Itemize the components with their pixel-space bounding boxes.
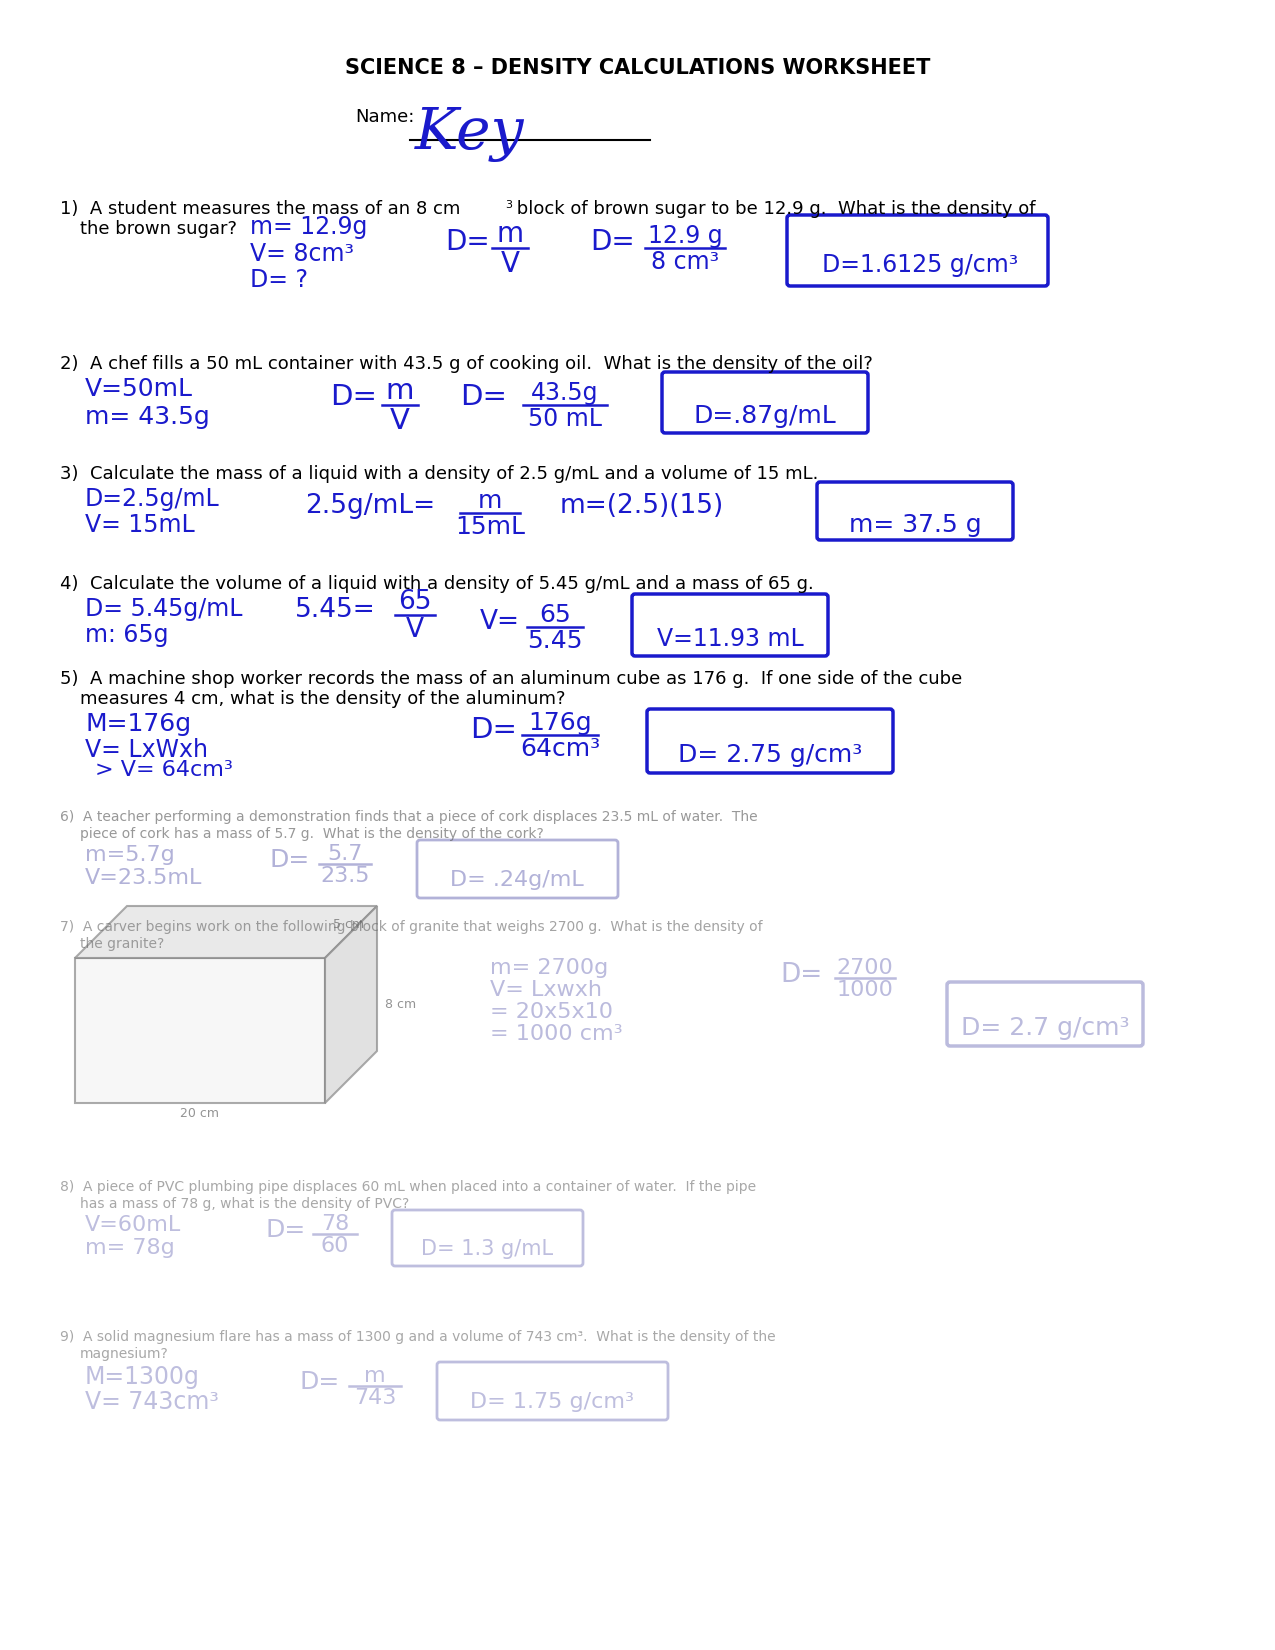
Text: 2.5g/mL=: 2.5g/mL= <box>305 493 435 520</box>
Text: m= 12.9g: m= 12.9g <box>250 214 367 239</box>
Text: D= ?: D= ? <box>250 267 309 292</box>
Text: D= 5.45g/mL: D= 5.45g/mL <box>85 597 242 620</box>
Text: D=: D= <box>780 962 822 988</box>
Text: m= 37.5 g: m= 37.5 g <box>849 513 982 536</box>
Text: 8)  A piece of PVC plumbing pipe displaces 60 mL when placed into a container of: 8) A piece of PVC plumbing pipe displace… <box>60 1180 756 1195</box>
Polygon shape <box>75 959 325 1102</box>
Text: D=: D= <box>300 1370 340 1394</box>
Text: D=2.5g/mL: D=2.5g/mL <box>85 487 219 512</box>
Text: V= 8cm³: V= 8cm³ <box>250 243 354 266</box>
Text: D= 1.75 g/cm³: D= 1.75 g/cm³ <box>470 1393 634 1412</box>
Text: V=11.93 mL: V=11.93 mL <box>657 627 803 652</box>
Text: measures 4 cm, what is the density of the aluminum?: measures 4 cm, what is the density of th… <box>80 690 566 708</box>
Text: 2700: 2700 <box>836 959 894 978</box>
Text: 5.7: 5.7 <box>328 845 362 865</box>
Text: 3: 3 <box>505 200 513 210</box>
Text: block of brown sugar to be 12.9 g.  What is the density of: block of brown sugar to be 12.9 g. What … <box>511 200 1035 218</box>
Text: 20 cm: 20 cm <box>181 1107 219 1120</box>
Text: V= 15mL: V= 15mL <box>85 513 195 536</box>
Text: D=.87g/mL: D=.87g/mL <box>694 404 836 427</box>
Text: V= LxWxh: V= LxWxh <box>85 738 208 762</box>
Text: m: m <box>496 219 524 248</box>
Text: 1)  A student measures the mass of an 8 cm: 1) A student measures the mass of an 8 c… <box>60 200 460 218</box>
Text: > V= 64cm³: > V= 64cm³ <box>96 761 233 780</box>
Text: = 1000 cm³: = 1000 cm³ <box>490 1025 622 1044</box>
Text: 743: 743 <box>353 1388 397 1407</box>
Polygon shape <box>75 906 377 959</box>
Text: 60: 60 <box>321 1236 349 1256</box>
Text: V=: V= <box>479 609 520 635</box>
Text: 5.45: 5.45 <box>528 629 583 653</box>
Text: D=: D= <box>470 716 516 744</box>
Text: 5 cm: 5 cm <box>333 917 365 931</box>
Text: 2)  A chef fills a 50 mL container with 43.5 g of cooking oil.  What is the dens: 2) A chef fills a 50 mL container with 4… <box>60 355 873 373</box>
Text: 7)  A carver begins work on the following block of granite that weighs 2700 g.  : 7) A carver begins work on the following… <box>60 921 762 934</box>
Text: V=50mL: V=50mL <box>85 376 193 401</box>
Text: D=: D= <box>330 383 377 411</box>
Text: 78: 78 <box>321 1214 349 1234</box>
Text: D=: D= <box>590 228 635 256</box>
Text: 15mL: 15mL <box>455 515 525 540</box>
Text: D=: D= <box>460 383 507 411</box>
Text: magnesium?: magnesium? <box>80 1346 168 1361</box>
Text: 6)  A teacher performing a demonstration finds that a piece of cork displaces 23: 6) A teacher performing a demonstration … <box>60 810 757 823</box>
Polygon shape <box>325 906 377 1102</box>
Text: V=60mL: V=60mL <box>85 1214 181 1234</box>
Text: 65: 65 <box>539 602 571 627</box>
Text: V: V <box>405 617 425 644</box>
Text: Name:: Name: <box>354 107 414 125</box>
Text: M=1300g: M=1300g <box>85 1365 200 1389</box>
Text: SCIENCE 8 – DENSITY CALCULATIONS WORKSHEET: SCIENCE 8 – DENSITY CALCULATIONS WORKSHE… <box>344 58 931 78</box>
Text: m: 65g: m: 65g <box>85 624 168 647</box>
Text: 65: 65 <box>398 589 432 615</box>
Text: m= 43.5g: m= 43.5g <box>85 404 210 429</box>
Text: m= 2700g: m= 2700g <box>490 959 608 978</box>
Text: 5)  A machine shop worker records the mass of an aluminum cube as 176 g.  If one: 5) A machine shop worker records the mas… <box>60 670 963 688</box>
Text: V=23.5mL: V=23.5mL <box>85 868 203 888</box>
Text: the brown sugar?: the brown sugar? <box>80 219 237 238</box>
Text: = 20x5x10: = 20x5x10 <box>490 1002 613 1021</box>
Text: Key: Key <box>414 106 524 162</box>
Text: m=5.7g: m=5.7g <box>85 845 175 865</box>
Text: D=: D= <box>265 1218 305 1242</box>
Text: 43.5g: 43.5g <box>532 381 599 404</box>
Text: the granite?: the granite? <box>80 937 164 950</box>
Text: D=: D= <box>445 228 490 256</box>
Text: m= 78g: m= 78g <box>85 1238 175 1257</box>
Text: 176g: 176g <box>528 711 592 734</box>
Text: V: V <box>501 251 519 277</box>
Text: D=1.6125 g/cm³: D=1.6125 g/cm³ <box>822 252 1019 277</box>
Text: D= 1.3 g/mL: D= 1.3 g/mL <box>421 1239 553 1259</box>
Text: has a mass of 78 g, what is the density of PVC?: has a mass of 78 g, what is the density … <box>80 1196 409 1211</box>
Text: V= 743cm³: V= 743cm³ <box>85 1389 219 1414</box>
Text: D= 2.7 g/cm³: D= 2.7 g/cm³ <box>961 1016 1130 1040</box>
Text: 12.9 g: 12.9 g <box>648 224 723 247</box>
Text: 23.5: 23.5 <box>320 866 370 886</box>
Text: m=(2.5)(15): m=(2.5)(15) <box>560 493 724 520</box>
Text: M=176g: M=176g <box>85 713 191 736</box>
Text: D= .24g/mL: D= .24g/mL <box>450 870 584 889</box>
Text: 5.45=: 5.45= <box>295 597 376 624</box>
Text: V= Lxwxh: V= Lxwxh <box>490 980 602 1000</box>
Text: piece of cork has a mass of 5.7 g.  What is the density of the cork?: piece of cork has a mass of 5.7 g. What … <box>80 827 543 842</box>
Text: m: m <box>386 376 414 404</box>
Text: V: V <box>390 408 411 436</box>
Text: D=: D= <box>270 848 310 871</box>
Text: D= 2.75 g/cm³: D= 2.75 g/cm³ <box>678 742 862 767</box>
Text: 4)  Calculate the volume of a liquid with a density of 5.45 g/mL and a mass of 6: 4) Calculate the volume of a liquid with… <box>60 574 813 592</box>
Text: m: m <box>478 488 502 513</box>
Text: m: m <box>365 1366 386 1386</box>
Text: 1000: 1000 <box>836 980 894 1000</box>
Text: 50 mL: 50 mL <box>528 408 602 431</box>
Text: 9)  A solid magnesium flare has a mass of 1300 g and a volume of 743 cm³.  What : 9) A solid magnesium flare has a mass of… <box>60 1330 775 1345</box>
Text: 8 cm: 8 cm <box>385 998 416 1011</box>
Text: 64cm³: 64cm³ <box>520 738 601 761</box>
Text: 8 cm³: 8 cm³ <box>652 251 719 274</box>
Text: 3)  Calculate the mass of a liquid with a density of 2.5 g/mL and a volume of 15: 3) Calculate the mass of a liquid with a… <box>60 465 819 483</box>
